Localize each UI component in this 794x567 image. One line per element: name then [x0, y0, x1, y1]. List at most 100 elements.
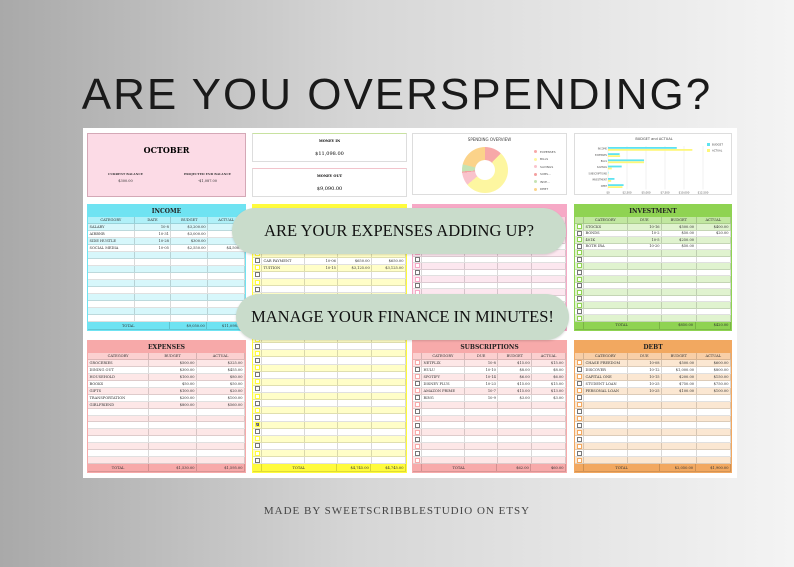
table-cell[interactable] [465, 276, 499, 282]
table-cell[interactable] [498, 436, 533, 443]
table-cell[interactable] [262, 414, 305, 421]
table-cell[interactable] [197, 408, 245, 415]
table-cell[interactable] [135, 294, 172, 300]
table-cell[interactable] [197, 429, 245, 436]
table-cell[interactable] [697, 450, 732, 457]
table-cell[interactable] [628, 250, 663, 256]
checkbox[interactable] [254, 372, 260, 378]
checkbox[interactable]: ✓ [254, 422, 260, 428]
table-cell[interactable] [305, 457, 339, 464]
table-cell[interactable] [697, 394, 732, 401]
checkbox[interactable] [576, 402, 582, 408]
table-cell[interactable] [465, 256, 499, 263]
table-cell[interactable]: ROTH IRA [584, 243, 628, 250]
table-cell[interactable]: DINING OUT [88, 366, 150, 373]
table-cell[interactable]: $2,550.00 [171, 245, 209, 251]
checkbox[interactable] [414, 457, 420, 463]
table-cell[interactable] [662, 256, 697, 263]
table-cell[interactable] [662, 276, 697, 282]
table-cell[interactable] [584, 436, 628, 443]
table-cell[interactable] [584, 315, 628, 321]
table-cell[interactable]: 10-06 [305, 257, 339, 264]
table-cell[interactable]: 10-15 [628, 373, 663, 380]
table-cell[interactable] [697, 263, 732, 269]
table-cell[interactable] [662, 295, 697, 302]
checkbox[interactable] [576, 367, 582, 373]
table-cell[interactable]: 10-20 [628, 243, 663, 250]
table-cell[interactable] [262, 378, 305, 385]
table-cell[interactable]: $15.00 [532, 360, 566, 366]
table-cell[interactable] [372, 414, 406, 421]
table-cell[interactable]: SIDE HUSTLE [88, 238, 135, 244]
checkbox[interactable] [576, 263, 582, 269]
table-cell[interactable] [372, 385, 406, 392]
table-cell[interactable] [584, 289, 628, 295]
table-cell[interactable] [372, 400, 406, 407]
table-cell[interactable] [262, 271, 305, 278]
table-cell[interactable] [628, 269, 663, 276]
table-cell[interactable]: GIRLFRIEND [88, 401, 150, 408]
table-cell[interactable] [305, 371, 339, 378]
table-cell[interactable]: HOUSEHOLD [88, 373, 150, 380]
table-cell[interactable]: $80.00 [197, 373, 245, 380]
checkbox[interactable] [576, 409, 582, 415]
table-cell[interactable] [628, 443, 663, 450]
table-cell[interactable] [208, 280, 246, 286]
table-cell[interactable] [628, 295, 663, 302]
table-cell[interactable] [584, 422, 628, 429]
table-cell[interactable] [262, 435, 305, 442]
table-cell[interactable] [532, 282, 566, 289]
table-cell[interactable] [171, 301, 209, 307]
table-cell[interactable] [697, 315, 732, 321]
table-cell[interactable] [697, 295, 732, 302]
table-cell[interactable]: $3,000.00 [171, 231, 209, 237]
table-cell[interactable] [197, 436, 245, 443]
table-cell[interactable]: $100.00 [662, 387, 697, 394]
table-cell[interactable] [372, 457, 406, 464]
checkbox[interactable] [254, 343, 260, 349]
table-cell[interactable]: $13.00 [532, 387, 566, 394]
table-cell[interactable] [338, 414, 373, 421]
checkbox[interactable] [576, 381, 582, 387]
table-cell[interactable] [262, 350, 305, 357]
table-cell[interactable] [662, 394, 697, 401]
table-cell[interactable]: $6.00 [532, 373, 566, 380]
table-cell[interactable] [628, 457, 663, 464]
table-cell[interactable] [305, 350, 339, 357]
table-cell[interactable] [262, 407, 305, 414]
table-cell[interactable]: 10-10 [465, 366, 499, 373]
table-cell[interactable]: $750.00 [662, 380, 697, 387]
table-cell[interactable] [372, 450, 406, 457]
table-cell[interactable] [662, 450, 697, 457]
table-cell[interactable] [372, 364, 406, 371]
table-cell[interactable] [584, 308, 628, 315]
table-cell[interactable]: $500.00 [149, 360, 198, 366]
table-cell[interactable]: $50.00 [662, 230, 697, 237]
table-cell[interactable] [262, 286, 305, 293]
table-cell[interactable] [628, 408, 663, 415]
table-cell[interactable] [628, 263, 663, 269]
checkbox[interactable] [254, 365, 260, 371]
table-cell[interactable] [88, 273, 135, 279]
table-cell[interactable] [697, 289, 732, 295]
checkbox[interactable] [576, 415, 582, 421]
table-cell[interactable] [584, 269, 628, 276]
table-cell[interactable]: $650.00 [338, 257, 373, 264]
checkbox[interactable] [576, 250, 582, 256]
table-cell[interactable] [628, 276, 663, 282]
table-cell[interactable] [262, 393, 305, 400]
table-cell[interactable] [498, 429, 533, 436]
table-cell[interactable] [262, 450, 305, 457]
table-cell[interactable] [584, 282, 628, 289]
checkbox[interactable] [254, 357, 260, 363]
checkbox[interactable] [576, 302, 582, 308]
table-cell[interactable] [208, 273, 246, 279]
table-cell[interactable] [422, 276, 465, 282]
table-cell[interactable] [532, 237, 566, 243]
checkbox[interactable] [254, 400, 260, 406]
table-cell[interactable] [697, 237, 732, 243]
table-cell[interactable] [697, 243, 732, 250]
table-cell[interactable] [584, 276, 628, 282]
table-cell[interactable] [465, 415, 499, 422]
table-cell[interactable] [532, 429, 566, 436]
